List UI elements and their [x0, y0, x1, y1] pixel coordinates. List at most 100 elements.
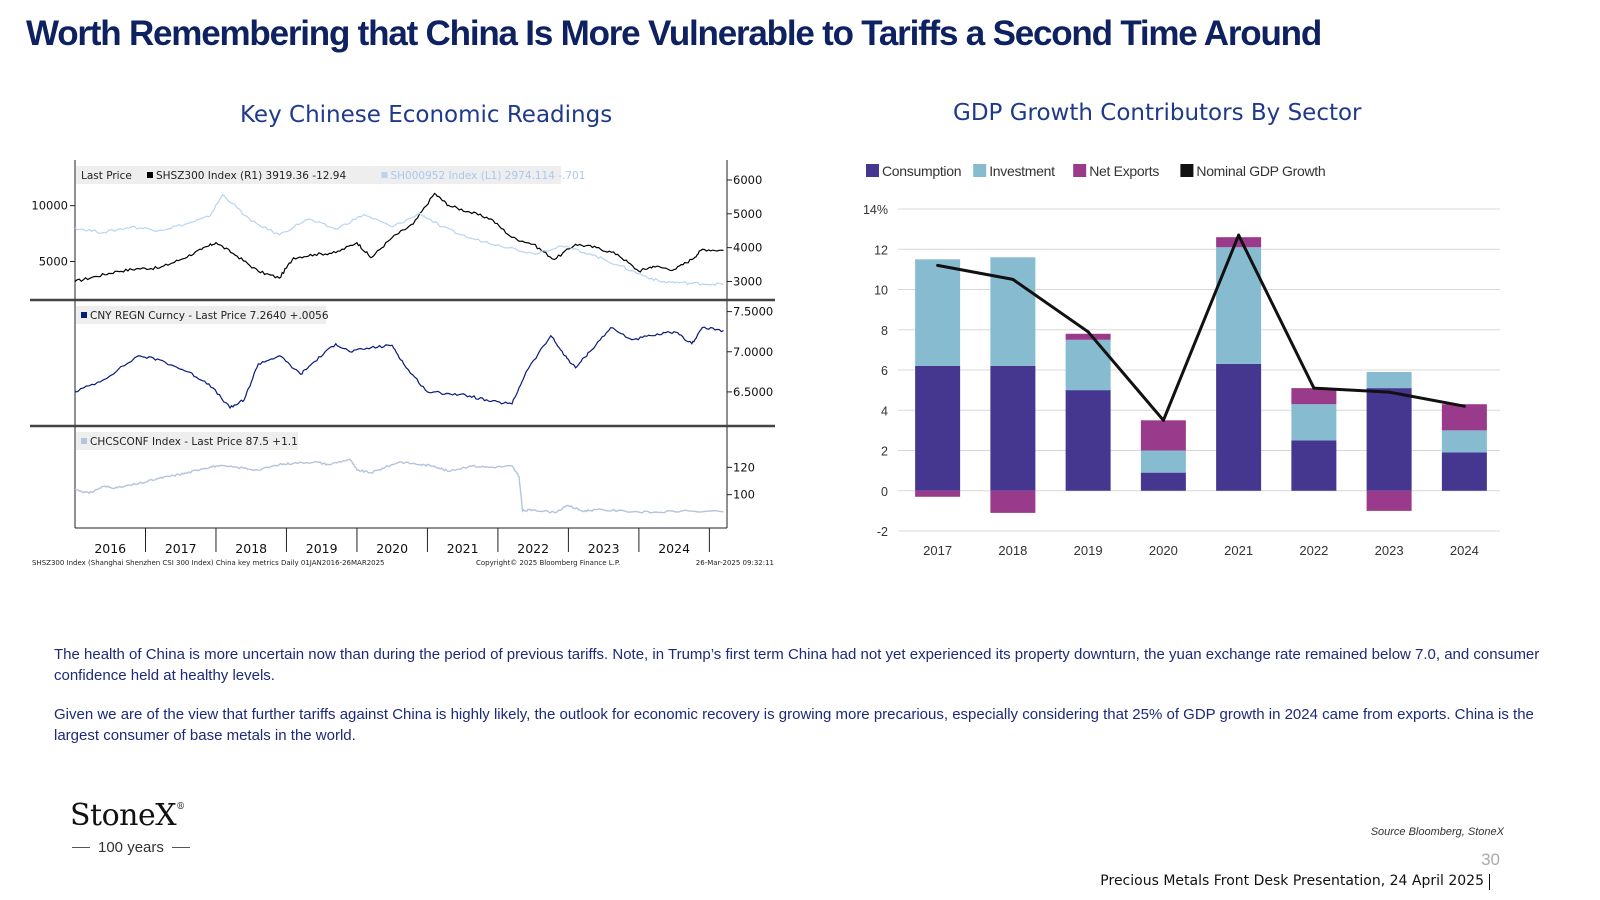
nominal-gdp-point: [1237, 233, 1241, 237]
y-tick-label: -2: [877, 525, 888, 539]
nominal-gdp-point: [1462, 404, 1466, 408]
logo-registered-mark: ®: [176, 802, 185, 812]
legend-swatch: [1180, 164, 1194, 177]
footnote-left: SHSZ300 Index (Shanghai Shenzhen CSI 300…: [32, 559, 385, 567]
bar-net-exports: [1065, 333, 1111, 340]
legend-swatch: [866, 164, 879, 177]
bar-net-exports: [990, 490, 1036, 513]
logo-tagline: 100 years: [72, 839, 190, 856]
legend-background: [76, 432, 298, 450]
right-tick-label: 100: [733, 488, 755, 502]
left-chart-title: Key Chinese Economic Readings: [240, 102, 613, 128]
legend-swatch: [81, 438, 87, 444]
legend-swatch: [381, 172, 388, 178]
bar-consumption: [1291, 440, 1337, 491]
x-tick-label: 2020: [1149, 543, 1178, 558]
legend-label: Nominal GDP Growth: [1196, 163, 1325, 179]
x-tick-label: 2022: [517, 541, 549, 556]
economic-readings-chart: Last Price SHSZ300 Index (R1) 3919.36 -12…: [30, 160, 775, 567]
right-tick-label: 4000: [733, 241, 762, 255]
stonex-logo: StoneX®: [70, 798, 185, 833]
series-line-chcsconf: [74, 458, 724, 514]
left-tick-label: 10000: [31, 199, 68, 213]
y-tick-label: 0: [881, 485, 888, 499]
x-tick-label: 2019: [306, 541, 338, 556]
x-tick-label: 2021: [447, 541, 479, 556]
paragraph-1: The health of China is more uncertain no…: [54, 646, 1540, 684]
bar-investment: [1366, 372, 1412, 389]
footer-label: Precious Metals Front Desk Presentation,…: [1100, 873, 1484, 889]
x-tick-label: 2018: [998, 543, 1027, 558]
bar-consumption: [1441, 452, 1487, 491]
paragraph-2: Given we are of the view that further ta…: [54, 706, 1534, 744]
legend-swatch: [1073, 164, 1087, 177]
nominal-gdp-point: [936, 263, 940, 267]
legend-background: [76, 306, 326, 324]
slide-title: Worth Remembering that China Is More Vul…: [26, 14, 1322, 53]
y-tick-label: 8: [881, 324, 888, 338]
y-tick-label: 4: [881, 404, 888, 418]
x-tick-label: 2022: [1299, 543, 1328, 558]
bar-investment: [915, 259, 961, 366]
x-tick-label: 2017: [165, 541, 197, 556]
legend-label: CNY REGN Curncy - Last Price 7.2640 +.00…: [90, 310, 329, 322]
legend-background: [76, 166, 561, 184]
footnote-center: Copyright© 2025 Bloomberg Finance L.P.: [476, 559, 620, 567]
footer-bar: [1489, 874, 1490, 890]
bar-investment: [990, 257, 1036, 366]
y-tick-label: 10: [874, 284, 888, 298]
page-number: 30: [1481, 850, 1500, 869]
right-tick-label: 3000: [733, 274, 762, 288]
legend-prefix: Last Price: [81, 170, 132, 182]
nominal-gdp-point: [1011, 277, 1015, 281]
nominal-gdp-point: [1161, 418, 1165, 422]
y-tick-label: 14%: [863, 203, 888, 217]
tagline-dash-left: [72, 847, 90, 848]
panel-legend: Last Price SHSZ300 Index (R1) 3919.36 -12…: [76, 166, 585, 184]
nominal-gdp-point: [1312, 386, 1316, 390]
bar-consumption: [915, 365, 961, 491]
nominal-gdp-line: [937, 233, 1465, 422]
legend-label: CHCSCONF Index - Last Price 87.5 +1.1: [90, 436, 298, 448]
series-line-cny: [74, 326, 724, 410]
y-tick-label: 12: [874, 243, 888, 257]
bar-investment: [1291, 404, 1337, 441]
bar-consumption: [990, 365, 1036, 491]
legend-label: Consumption: [882, 163, 961, 179]
x-tick-label: 2018: [235, 541, 267, 556]
x-tick-label: 2019: [1074, 543, 1103, 558]
logo-name: StoneX: [70, 798, 177, 833]
legend-label: Investment: [989, 163, 1055, 179]
nominal-gdp-point: [1086, 330, 1090, 334]
bar-investment: [1140, 450, 1186, 473]
footnote-right: 26-Mar-2025 09:32:11: [696, 559, 774, 567]
bar-net-exports: [1140, 420, 1186, 451]
left-tick-label: 5000: [39, 255, 68, 269]
right-chart-title: GDP Growth Contributors By Sector: [953, 100, 1362, 126]
bar-consumption: [1140, 472, 1186, 491]
bar-consumption: [1216, 363, 1262, 491]
bar-net-exports: [1366, 490, 1412, 511]
panel-legend: CNY REGN Curncy - Last Price 7.2640 +.00…: [76, 306, 329, 324]
right-tick-label: 120: [733, 460, 755, 474]
x-tick-label: 2017: [923, 543, 952, 558]
right-tick-label: 6.5000: [733, 385, 773, 399]
logo-tagline-text: 100 years: [98, 839, 164, 856]
x-tick-label: 2024: [1450, 543, 1479, 558]
x-tick-label: 2023: [1375, 543, 1404, 558]
y-tick-label: 2: [881, 445, 888, 459]
x-tick-label: 2024: [658, 541, 690, 556]
bar-net-exports: [1216, 237, 1262, 248]
right-tick-label: 7.0000: [733, 345, 773, 359]
series-line-shsz300: [74, 192, 724, 282]
legend-label: SHSZ300 Index (R1) 3919.36 -12.94: [156, 170, 346, 182]
right-tick-label: 5000: [733, 207, 762, 221]
bar-consumption: [1065, 390, 1111, 491]
bar-net-exports: [1291, 388, 1337, 405]
footer-text: Precious Metals Front Desk Presentation,…: [1100, 873, 1490, 890]
legend-swatch: [973, 164, 987, 177]
right-tick-label: 6000: [733, 173, 762, 187]
panel-legend: CHCSCONF Index - Last Price 87.5 +1.1: [76, 432, 298, 450]
source-note: Source Bloomberg, StoneX: [1370, 826, 1504, 838]
legend-swatch: [81, 312, 87, 318]
